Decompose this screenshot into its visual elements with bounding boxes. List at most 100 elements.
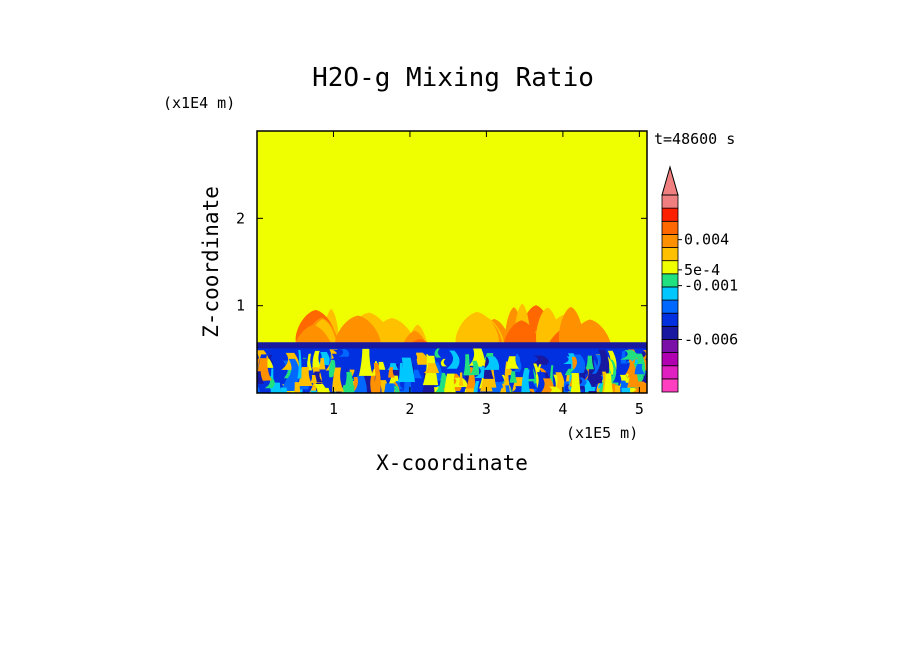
turbulent-eddy bbox=[309, 375, 317, 384]
y-axis-ticks: 12 bbox=[236, 209, 647, 315]
turbulent-eddy bbox=[353, 375, 367, 393]
turbulent-eddy bbox=[576, 377, 587, 387]
turbulent-eddy bbox=[620, 351, 627, 364]
colorbar-segment bbox=[661, 378, 679, 393]
turbulent-eddy bbox=[620, 350, 638, 360]
turbulent-eddy bbox=[280, 387, 288, 393]
turbulent-eddy bbox=[473, 380, 480, 393]
turbulent-eddy bbox=[312, 350, 323, 370]
turbulent-eddy bbox=[564, 384, 571, 392]
turbulent-eddy bbox=[285, 358, 300, 382]
turbulent-eddy bbox=[574, 393, 579, 422]
turbulent-eddy bbox=[513, 358, 522, 372]
turbulent-eddy bbox=[286, 391, 292, 393]
y-unit-label: (x1E4 m) bbox=[163, 94, 235, 112]
y-tick-label: 2 bbox=[236, 209, 245, 227]
colorbar-segment bbox=[661, 339, 679, 354]
turbulent-eddy bbox=[504, 368, 513, 376]
colorbar-segment bbox=[661, 233, 679, 248]
turbulent-eddy bbox=[566, 394, 580, 416]
colorbar-segment bbox=[661, 325, 679, 340]
colorbar-label: 5e-4 bbox=[684, 261, 720, 279]
turbulent-eddy bbox=[440, 358, 447, 367]
turbulent-eddy bbox=[307, 353, 313, 371]
turbulent-eddy bbox=[621, 387, 631, 393]
turbulent-eddy bbox=[627, 359, 634, 378]
turbulent-eddy bbox=[634, 363, 646, 375]
colorbar-segment bbox=[661, 299, 679, 314]
colorbar-segment bbox=[661, 207, 679, 222]
turbulent-eddy bbox=[594, 349, 610, 376]
turbulent-eddy bbox=[277, 390, 286, 393]
turbulent-eddy bbox=[397, 357, 415, 383]
turbulent-eddy bbox=[372, 362, 381, 393]
turbulent-eddy bbox=[434, 348, 442, 358]
colorbar-segment bbox=[661, 312, 679, 327]
colorbar-label: 0.004 bbox=[684, 231, 729, 249]
turbulent-eddy bbox=[526, 394, 540, 422]
x-axis-ticks: 1 2 3 4 5 bbox=[329, 131, 644, 418]
turbulent-eddy bbox=[505, 356, 520, 369]
turbulent-eddy bbox=[585, 355, 594, 370]
turbulent-eddy bbox=[446, 350, 460, 369]
turbulent-eddy bbox=[521, 369, 531, 393]
turbulent-eddy bbox=[579, 389, 585, 393]
turbulent-eddy bbox=[332, 367, 345, 392]
y-axis-label: Z-coordinate bbox=[199, 186, 223, 338]
turbulent-eddy bbox=[257, 371, 265, 384]
turbulent-eddy bbox=[552, 372, 565, 393]
turbulent-eddy bbox=[504, 361, 511, 393]
turbulent-eddy bbox=[505, 385, 511, 393]
colorbar: 0.004 5e-4-0.001 -0.006 bbox=[661, 165, 738, 393]
turbulent-eddy bbox=[338, 349, 350, 357]
turbulent-eddy bbox=[352, 389, 360, 393]
turbulent-eddy bbox=[570, 354, 586, 373]
colorbar-extend-arrow bbox=[661, 165, 679, 196]
turbulent-eddy bbox=[511, 353, 521, 364]
colorbar-segment bbox=[661, 220, 679, 235]
plume-shape bbox=[455, 311, 499, 347]
colorbar-segment bbox=[661, 352, 679, 367]
plume-shape bbox=[503, 320, 540, 348]
x-tick-label: 4 bbox=[558, 400, 567, 418]
chart-title: H2O-g Mixing Ratio bbox=[312, 63, 594, 93]
turbulent-eddy bbox=[320, 387, 331, 393]
turbulent-eddy bbox=[348, 378, 356, 388]
boundary-layer bbox=[257, 342, 647, 423]
turbulent-eddy bbox=[640, 350, 647, 359]
turbulent-eddy bbox=[548, 386, 561, 393]
turbulent-eddy bbox=[388, 367, 395, 378]
plot-frame bbox=[256, 130, 648, 394]
colorbar-segment bbox=[661, 194, 679, 209]
turbulent-eddy bbox=[483, 356, 500, 370]
turbulent-eddy bbox=[297, 350, 302, 379]
turbulent-eddy bbox=[367, 352, 376, 366]
turbulent-eddy bbox=[536, 364, 543, 393]
turbulent-eddy bbox=[465, 388, 475, 393]
turbulent-eddy bbox=[257, 387, 261, 393]
turbulent-eddy bbox=[463, 354, 471, 376]
turbulent-eddy bbox=[509, 371, 518, 383]
turbulent-eddy bbox=[609, 359, 617, 382]
turbulent-eddy bbox=[586, 391, 591, 393]
x-unit-label: (x1E5 m) bbox=[566, 424, 638, 442]
colorbar-segment bbox=[661, 260, 679, 275]
x-tick-label: 2 bbox=[405, 400, 414, 418]
turbulent-eddy bbox=[343, 393, 357, 423]
turbulent-eddy bbox=[614, 385, 621, 393]
colorbar-segment bbox=[661, 273, 679, 288]
turbulent-eddy bbox=[264, 376, 275, 389]
x-tick-label: 5 bbox=[635, 400, 644, 418]
turbulent-eddy bbox=[409, 352, 428, 365]
turbulent-eddy bbox=[393, 386, 400, 393]
x-tick-label: 3 bbox=[482, 400, 491, 418]
turbulent-eddy bbox=[469, 360, 480, 376]
turbulent-eddy bbox=[585, 355, 596, 387]
plume-shape bbox=[335, 315, 381, 347]
turbulent-eddy bbox=[529, 355, 549, 365]
colorbar-label: -0.006 bbox=[684, 330, 738, 348]
turbulent-eddy bbox=[384, 383, 395, 393]
colorbar-segment bbox=[661, 365, 679, 380]
turbulent-eddy bbox=[540, 378, 555, 393]
